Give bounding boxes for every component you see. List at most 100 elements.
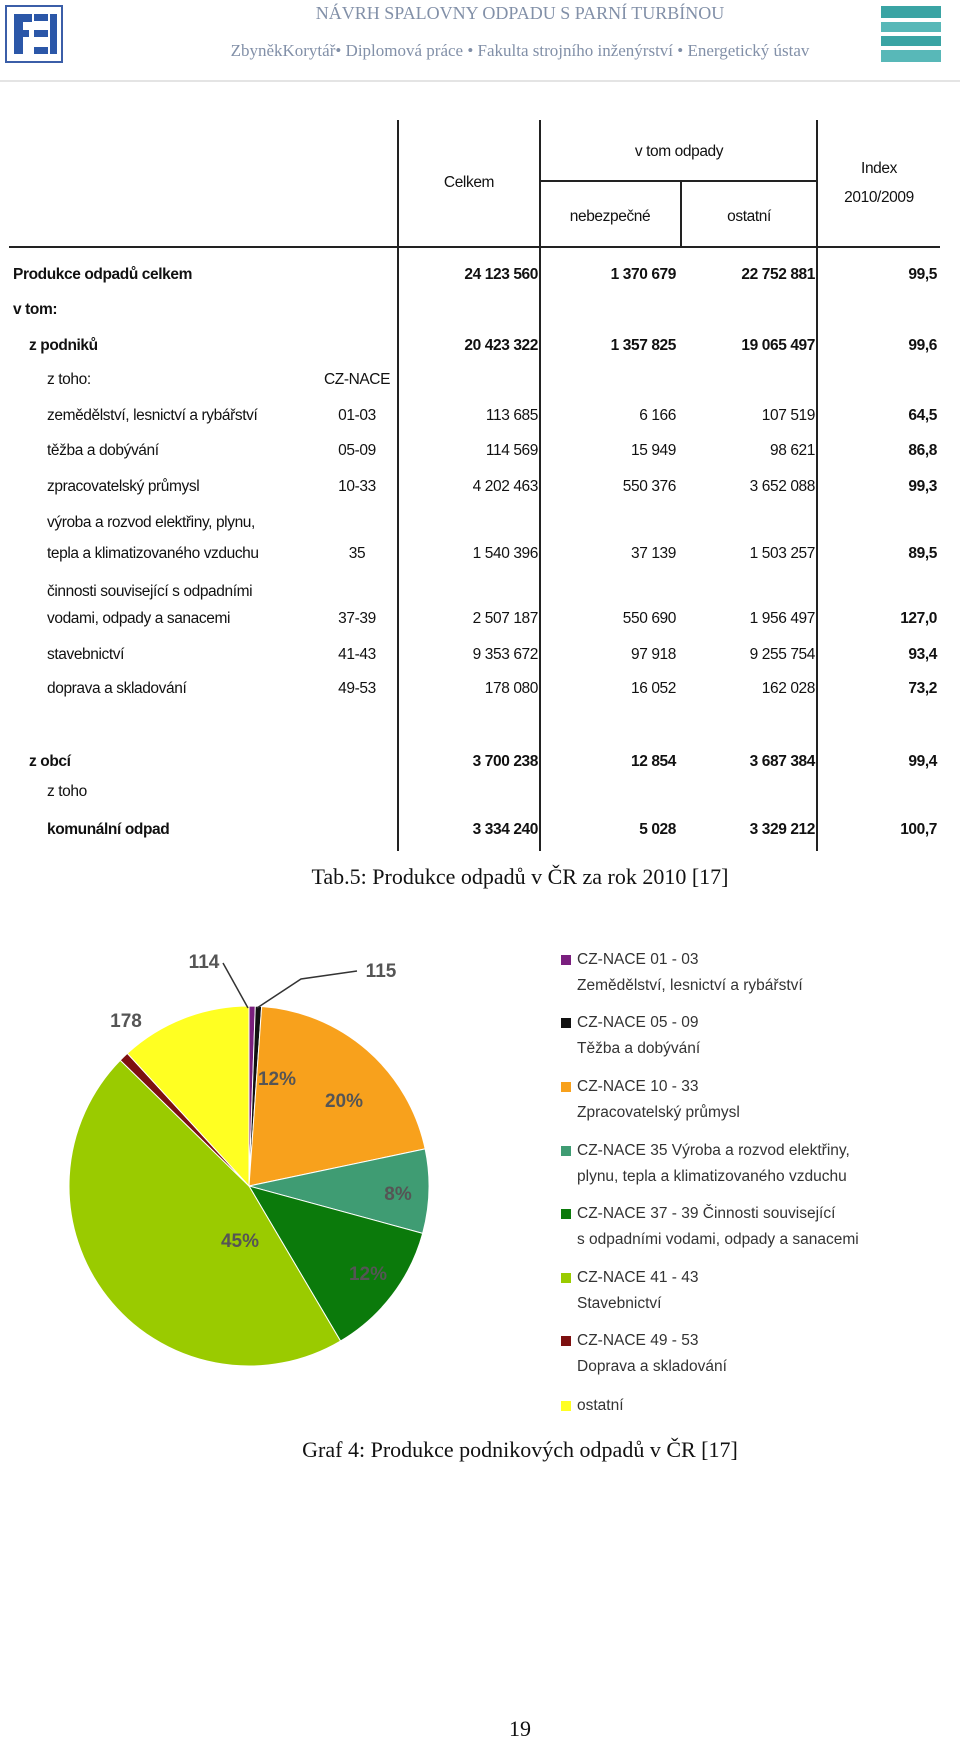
legend-label: CZ-NACE 01 - 03 [577,951,698,968]
row-label: doprava a skladování [47,680,187,697]
cell: 99,3 [908,478,937,495]
legend-label: CZ-NACE 05 - 09 [577,1014,698,1031]
legend-label: plynu, tepla a klimatizovaného vzduchu [577,1168,847,1185]
legend-swatch [561,1018,571,1028]
percent-label: 20% [325,1091,363,1112]
legend-swatch [561,1401,571,1411]
legend-swatch [561,1336,571,1346]
row-label: stavebnictví [47,646,125,663]
cell: 16 052 [631,680,676,697]
legend-label: Doprava a skladování [577,1358,728,1375]
cell: 3 700 238 [473,753,539,770]
cell: 37-39 [338,610,376,627]
row-label: těžba a dobývání [47,442,160,459]
legend-label: Zemědělství, lesnictví a rybářství [577,977,803,994]
table-frame [9,120,940,851]
cell: 99,4 [908,753,937,770]
page-number: 19 [509,1716,531,1741]
cell: 01-03 [338,407,376,424]
cell: 113 685 [486,407,538,424]
cell: 3 334 240 [473,821,538,838]
cell: CZ-NACE [324,371,390,388]
eu-logo [881,6,941,62]
cell: 4 202 463 [473,478,538,495]
cell: 89,5 [908,545,937,562]
percent-label: 8% [384,1184,412,1205]
legend-swatch [561,1082,571,1092]
cell: 6 166 [639,407,676,424]
value-label: 178 [110,1011,142,1032]
pie-slice [248,1005,426,1187]
col-header: v tom odpady [635,143,724,160]
legend-label: ostatní [577,1397,624,1414]
cell: 73,2 [908,680,937,697]
cell: 1 370 679 [611,266,677,283]
cell: 35 [349,545,365,562]
row-label: komunální odpad [47,821,169,838]
col-header: ostatní [727,208,772,225]
cell: 1 503 257 [750,545,815,562]
cell: 3 652 088 [750,478,815,495]
col-header: nebezpečné [570,208,650,225]
cell: 22 752 881 [741,266,815,283]
row-label: v tom: [13,301,57,318]
legend-label: CZ-NACE 37 - 39 Činnosti související [577,1205,836,1222]
col-header: Index [861,160,898,177]
cell: 3 329 212 [750,821,815,838]
legend-label: Stavebnictví [577,1295,662,1312]
value-label: 114 [189,952,220,973]
cell: 86,8 [908,442,937,459]
cell: 99,6 [908,337,937,354]
table-caption: Tab.5: Produkce odpadů v ČR za rok 2010 … [312,864,729,889]
chart-caption: Graf 4: Produkce podnikových odpadů v ČR… [302,1437,738,1462]
cell: 127,0 [900,610,937,627]
cell: 9 353 672 [473,646,538,663]
legend-swatch [561,1273,571,1283]
legend-label: CZ-NACE 41 - 43 [577,1269,698,1286]
cell: 64,5 [908,407,937,424]
percent-label: 12% [258,1069,296,1090]
cell: 49-53 [338,680,376,697]
cell: 107 519 [762,407,815,424]
cell: 93,4 [908,646,937,663]
header-subtitle: ZbyněkKorytář• Diplomová práce • Fakulta… [231,41,810,60]
fsi-logo [5,5,63,63]
row-label: z toho: [47,371,91,388]
legend-swatch [561,1146,571,1156]
percent-label: 45% [221,1231,259,1252]
cell: 550 376 [623,478,676,495]
cell: 1 540 396 [473,545,538,562]
cell: 37 139 [631,545,676,562]
row-label: činnosti související s odpadními [47,583,252,600]
cell: 162 028 [762,680,815,697]
value-label: 115 [366,961,397,982]
cell: 99,5 [908,266,937,283]
row-label: výroba a rozvod elektřiny, plynu, [47,514,255,531]
cell: 3 687 384 [750,753,816,770]
row-label: z obcí [29,753,72,770]
leader-line [222,962,249,1009]
legend-swatch [561,955,571,965]
row-label: zpracovatelský průmysl [47,478,199,495]
cell: 15 949 [631,442,676,459]
cell: 05-09 [338,442,376,459]
legend-label: Zpracovatelský průmysl [577,1104,740,1121]
cell: 5 028 [639,821,677,838]
row-label: z podniků [29,337,98,354]
legend-swatch [561,1209,571,1219]
leader-line [256,970,358,1009]
row-label: vodami, odpady a sanacemi [47,610,230,627]
pie-slice [68,1059,342,1367]
cell: 178 080 [485,680,539,697]
row-label: z toho [47,783,87,800]
cell: 1 357 825 [611,337,677,354]
pie-slice [126,1005,250,1188]
pie-slice [247,1185,424,1342]
header-title: NÁVRH SPALOVNY ODPADU S PARNÍ TURBÍNOU [316,2,725,23]
legend-label: s odpadními vodami, odpady a sanacemi [577,1231,859,1248]
cell: 100,7 [900,821,937,838]
legend-label: CZ-NACE 35 Výroba a rozvod elektřiny, [577,1142,850,1159]
cell: 20 423 322 [464,337,538,354]
row-label: zemědělství, lesnictví a rybářství [47,407,258,424]
